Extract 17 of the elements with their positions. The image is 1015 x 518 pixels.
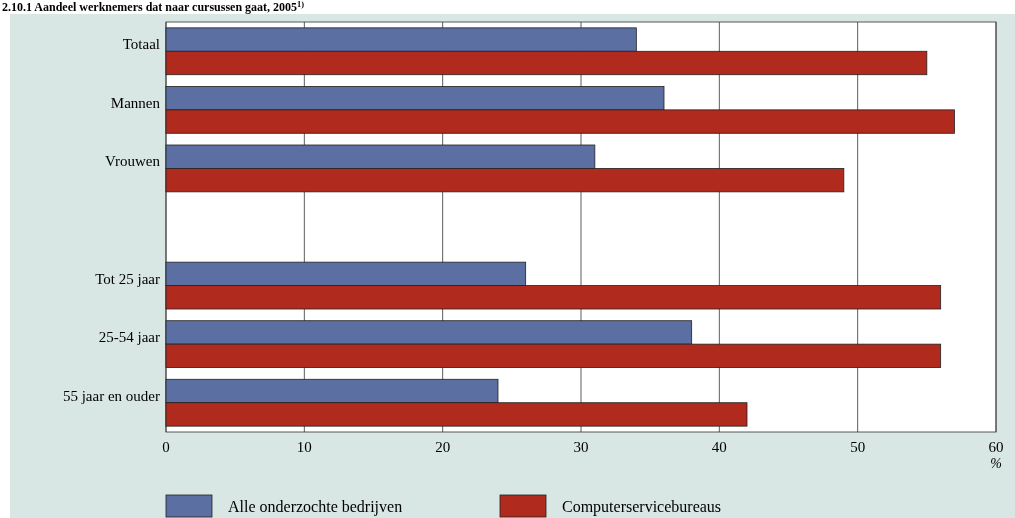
y-tick-label: 25-54 jaar — [98, 329, 160, 346]
x-tick-label: 10 — [296, 439, 312, 455]
y-tick-label: 55 jaar en ouder — [62, 387, 160, 404]
y-tick-label: Vrouwen — [105, 153, 161, 170]
y-tick-label: Tot 25 jaar — [95, 270, 160, 287]
legend-label: Computerservicebureaus — [562, 498, 722, 516]
x-axis-title: % — [990, 456, 1002, 471]
y-tick-label: Totaal — [122, 36, 160, 53]
x-tick-label: 0 — [162, 439, 170, 455]
x-tick-label: 40 — [711, 439, 727, 455]
chart-title: 2.10.1 Aandeel werknemers dat naar cursussen gaat, 2005$^{1)}$ — [2, 0, 305, 14]
x-tick-label: 30 — [573, 439, 589, 455]
y-tick-label: Mannen — [110, 94, 161, 111]
x-tick-label: 50 — [850, 439, 866, 455]
x-tick-label: 20 — [435, 439, 451, 455]
legend-label: Alle onderzochte bedrijven — [228, 498, 403, 516]
x-tick-label: 60 — [988, 439, 1004, 455]
